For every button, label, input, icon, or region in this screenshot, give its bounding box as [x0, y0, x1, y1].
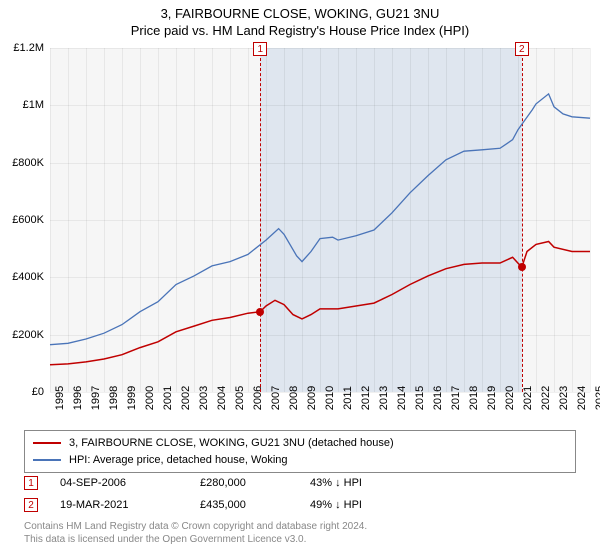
y-tick-label: £1M — [23, 99, 44, 111]
title-line-2: Price paid vs. HM Land Registry's House … — [0, 23, 600, 40]
legend-label-property: 3, FAIRBOURNE CLOSE, WOKING, GU21 3NU (d… — [69, 435, 394, 452]
sales-row-2: 2 19-MAR-2021 £435,000 49% ↓ HPI — [24, 494, 420, 516]
footnote-line-2: This data is licensed under the Open Gov… — [24, 533, 367, 546]
sale-date-2: 19-MAR-2021 — [60, 499, 200, 511]
title-block: 3, FAIRBOURNE CLOSE, WOKING, GU21 3NU Pr… — [0, 0, 600, 40]
series-property — [50, 242, 590, 365]
series-svg — [50, 48, 590, 392]
series-hpi — [50, 94, 590, 345]
legend-swatch-property — [33, 442, 61, 444]
footnote-line-1: Contains HM Land Registry data © Crown c… — [24, 520, 367, 533]
title-line-1: 3, FAIRBOURNE CLOSE, WOKING, GU21 3NU — [0, 6, 600, 23]
chart-container: 3, FAIRBOURNE CLOSE, WOKING, GU21 3NU Pr… — [0, 0, 600, 560]
sales-table: 1 04-SEP-2006 £280,000 43% ↓ HPI 2 19-MA… — [24, 472, 420, 516]
y-tick-label: £800K — [12, 157, 44, 169]
legend-item-property: 3, FAIRBOURNE CLOSE, WOKING, GU21 3NU (d… — [33, 435, 567, 452]
y-tick-label: £600K — [12, 214, 44, 226]
x-tick-label: 2025 — [594, 386, 600, 410]
y-tick-label: £200K — [12, 329, 44, 341]
y-tick-label: £0 — [32, 386, 44, 398]
sale-date-1: 04-SEP-2006 — [60, 477, 200, 489]
y-tick-label: £400K — [12, 271, 44, 283]
grid-v — [590, 48, 591, 392]
sale-delta-2: 49% ↓ HPI — [310, 499, 420, 511]
sales-row-1: 1 04-SEP-2006 £280,000 43% ↓ HPI — [24, 472, 420, 494]
sale-price-2: £435,000 — [200, 499, 310, 511]
sale-marker-2: 2 — [24, 498, 38, 512]
chart-plot-area: £0£200K£400K£600K£800K£1M£1.2M1995199619… — [50, 48, 590, 392]
legend-swatch-hpi — [33, 459, 61, 461]
legend-label-hpi: HPI: Average price, detached house, Woki… — [69, 452, 288, 469]
legend-item-hpi: HPI: Average price, detached house, Woki… — [33, 452, 567, 469]
sale-marker-1: 1 — [24, 476, 38, 490]
y-tick-label: £1.2M — [13, 42, 44, 54]
footnote: Contains HM Land Registry data © Crown c… — [24, 520, 367, 546]
legend-box: 3, FAIRBOURNE CLOSE, WOKING, GU21 3NU (d… — [24, 430, 576, 473]
sale-delta-1: 43% ↓ HPI — [310, 477, 420, 489]
sale-price-1: £280,000 — [200, 477, 310, 489]
